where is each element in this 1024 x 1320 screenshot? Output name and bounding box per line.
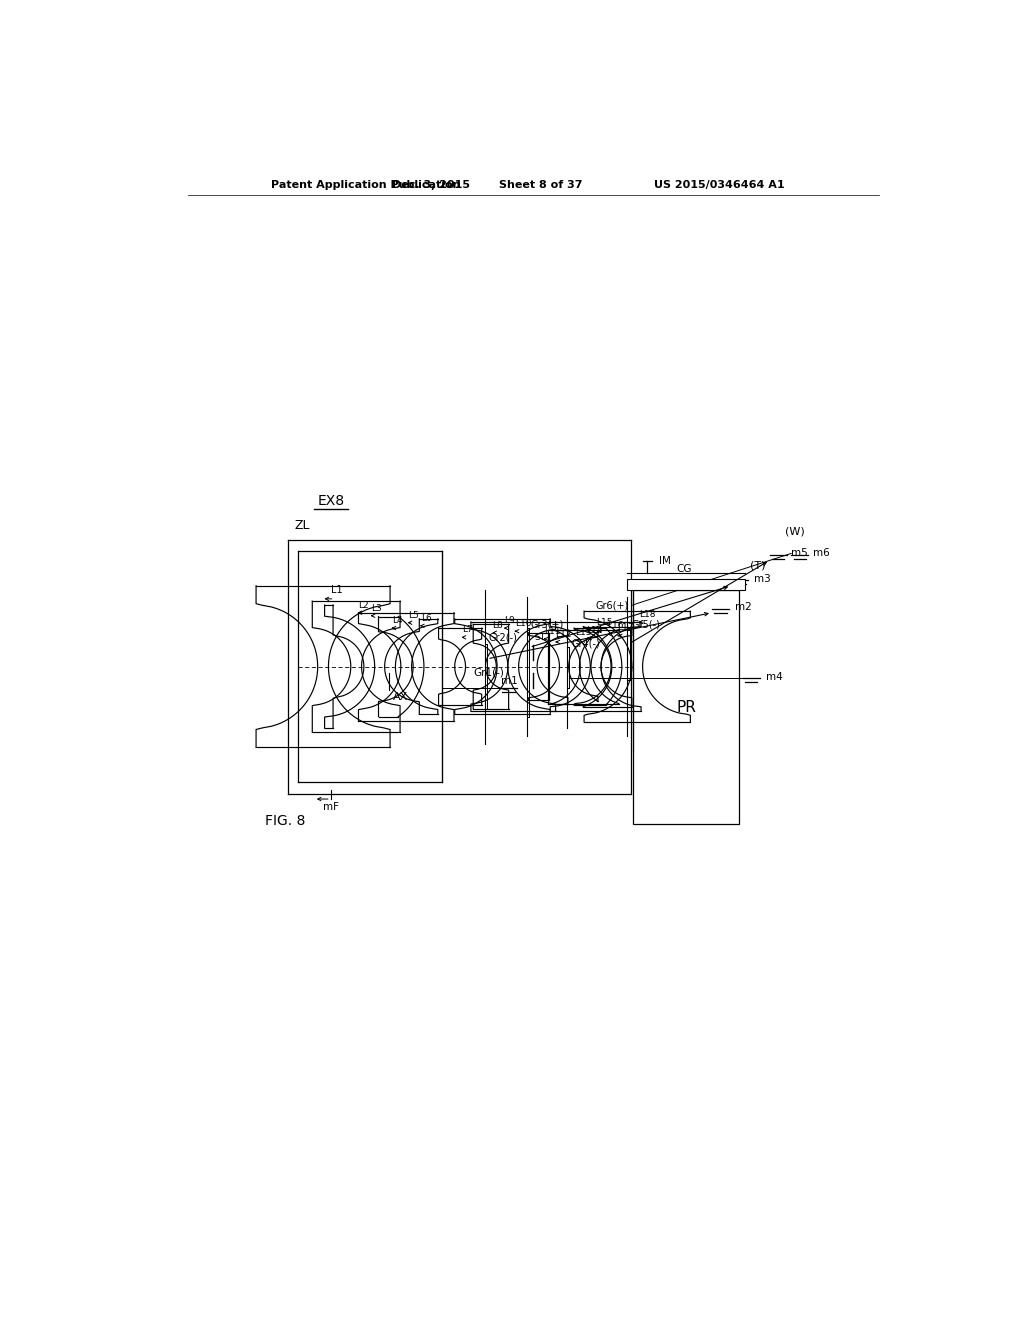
Text: L10: L10 [515, 619, 531, 628]
Text: L5: L5 [409, 611, 419, 619]
Text: m5: m5 [792, 548, 808, 558]
Bar [628, 579, 745, 590]
Text: AX: AX [392, 693, 408, 702]
Text: L11: L11 [544, 627, 560, 636]
Text: m4: m4 [766, 672, 782, 681]
Text: Gr5(-): Gr5(-) [631, 619, 659, 630]
Text: (T): (T) [751, 561, 766, 570]
Text: (W): (W) [785, 527, 805, 536]
Text: L8: L8 [493, 620, 503, 630]
Text: Gr6(+): Gr6(+) [596, 601, 629, 610]
Text: L16: L16 [607, 622, 624, 630]
Text: L4: L4 [392, 616, 403, 624]
Text: CG: CG [677, 564, 692, 574]
Text: EX8: EX8 [317, 494, 344, 508]
Text: m6: m6 [813, 548, 829, 558]
Text: L2: L2 [358, 601, 369, 610]
Bar [634, 590, 739, 825]
Text: L17: L17 [617, 623, 634, 632]
Text: L14: L14 [587, 626, 603, 635]
Text: US 2015/0346464 A1: US 2015/0346464 A1 [654, 181, 785, 190]
Text: L18: L18 [640, 610, 656, 619]
Text: L6: L6 [421, 614, 431, 623]
Text: Gr4(-): Gr4(-) [571, 639, 600, 648]
Text: L12: L12 [556, 630, 572, 639]
Text: IM: IM [658, 556, 671, 566]
Text: ST: ST [535, 632, 545, 642]
Text: ZL: ZL [295, 519, 310, 532]
Text: Patent Application Publication: Patent Application Publication [271, 181, 461, 190]
Text: L9: L9 [504, 616, 515, 624]
Text: L15: L15 [596, 618, 613, 627]
Text: Dec. 3, 2015: Dec. 3, 2015 [392, 181, 470, 190]
Text: m3: m3 [755, 574, 771, 583]
Text: L7: L7 [463, 626, 473, 634]
Text: L13: L13 [574, 628, 591, 638]
Text: PR: PR [676, 700, 696, 714]
Text: Gr1(-): Gr1(-) [473, 668, 504, 677]
Text: m2: m2 [735, 602, 752, 612]
Text: L3: L3 [372, 603, 382, 612]
Text: FIG. 8: FIG. 8 [265, 813, 306, 828]
Text: mF: mF [323, 801, 339, 812]
Text: Gr2(-): Gr2(-) [488, 632, 517, 643]
Text: Sheet 8 of 37: Sheet 8 of 37 [500, 181, 583, 190]
Text: L1: L1 [331, 585, 342, 594]
Text: Gr3(+): Gr3(+) [531, 619, 564, 630]
Text: m1: m1 [501, 676, 518, 686]
